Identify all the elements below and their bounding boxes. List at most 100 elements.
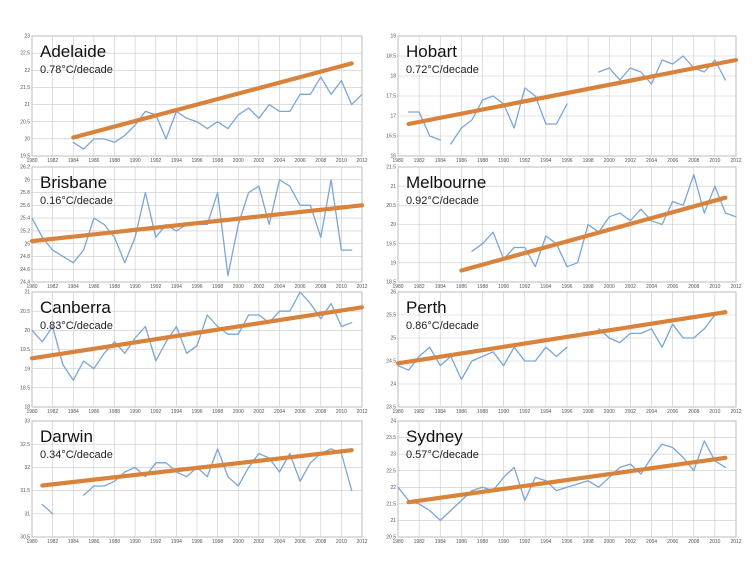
x-tick-label: 2002 — [253, 158, 264, 164]
panel-darwin: 1980 1982 1984 1986 1988 1990 1992 1994 1996 1998… — [20, 419, 368, 545]
y-tick-label: 22 — [24, 68, 30, 74]
y-tick-label: 24.5 — [386, 359, 396, 365]
y-tick-label: 25 — [24, 241, 30, 247]
x-tick-label: 1998 — [583, 284, 594, 290]
y-tick-label: 22 — [390, 485, 396, 491]
trend-line — [406, 57, 739, 127]
trend-rate-canberra: 0.83°C/decade — [40, 320, 113, 332]
x-tick-label: 1994 — [540, 284, 551, 290]
x-tick-label: 1986 — [456, 284, 467, 290]
x-tick-label: 2000 — [233, 409, 244, 415]
y-tick-label: 19 — [24, 366, 30, 372]
chart-title-melbourne: Melbourne — [406, 173, 486, 192]
x-tick-label: 2000 — [604, 284, 615, 290]
series-line — [598, 55, 727, 85]
x-tick-label: 1992 — [150, 284, 161, 290]
y-tick-label: 32 — [24, 465, 30, 471]
x-tick-label: 1996 — [561, 409, 572, 415]
trend-rate-adelaide: 0.78°C/decade — [40, 64, 113, 76]
panel-perth: 1980 1982 1984 1986 1988 1990 1992 1994 1996 1998… — [386, 290, 742, 415]
x-tick-label: 1984 — [68, 409, 79, 415]
x-tick-label: 1992 — [519, 539, 530, 545]
x-tick-label: 1992 — [519, 158, 530, 164]
y-tick-label: 20.5 — [20, 119, 30, 125]
y-tick-label: 21.5 — [20, 85, 30, 91]
x-tick-label: 1986 — [456, 158, 467, 164]
y-tick-label: 30.5 — [20, 535, 30, 541]
x-tick-label: 1982 — [414, 284, 425, 290]
y-tick-label: 26.2 — [20, 165, 30, 171]
series-line — [471, 174, 737, 268]
y-tick-label: 20 — [24, 136, 30, 142]
x-tick-label: 1988 — [109, 409, 120, 415]
x-tick-label: 2010 — [709, 284, 720, 290]
x-tick-label: 1988 — [477, 539, 488, 545]
y-tick-label: 25 — [390, 336, 396, 342]
x-tick-label: 1982 — [47, 158, 58, 164]
panel-hobart: 1980 1982 1984 1986 1988 1990 1992 1994 1996 1998… — [386, 34, 742, 164]
x-tick-label: 1994 — [171, 539, 182, 545]
x-tick-label: 1994 — [540, 158, 551, 164]
y-tick-label: 19.5 — [20, 347, 30, 353]
x-tick-label: 1998 — [212, 409, 223, 415]
y-tick-label: 25.5 — [386, 313, 396, 319]
x-tick-label: 1994 — [171, 409, 182, 415]
x-tick-label: 2010 — [336, 284, 347, 290]
y-tick-label: 26 — [390, 290, 396, 296]
x-tick-label: 1998 — [212, 539, 223, 545]
x-tick-label: 1984 — [435, 409, 446, 415]
y-tick-label: 24.8 — [20, 254, 30, 260]
x-tick-label: 2000 — [604, 158, 615, 164]
trend-line — [395, 310, 728, 366]
x-tick-label: 2008 — [688, 409, 699, 415]
chart-title-darwin: Darwin — [40, 427, 93, 446]
x-tick-label: 1980 — [392, 158, 403, 164]
x-tick-label: 1996 — [191, 158, 202, 164]
y-tick-label: 21 — [390, 184, 396, 190]
x-tick-label: 2002 — [253, 409, 264, 415]
x-tick-label: 1998 — [212, 158, 223, 164]
x-tick-label: 1982 — [47, 539, 58, 545]
series-line — [82, 448, 353, 496]
x-tick-label: 1998 — [212, 284, 223, 290]
x-tick-label: 1992 — [519, 409, 530, 415]
trend-line — [406, 455, 728, 505]
x-tick-label: 2004 — [274, 409, 285, 415]
x-tick-label: 1986 — [456, 409, 467, 415]
y-tick-label: 25.8 — [20, 190, 30, 196]
x-tick-label: 1982 — [414, 158, 425, 164]
x-tick-label: 2010 — [336, 158, 347, 164]
x-tick-label: 2002 — [253, 539, 264, 545]
y-tick-label: 33 — [24, 419, 30, 425]
y-tick-label: 20.5 — [386, 203, 396, 209]
x-tick-label: 1980 — [392, 539, 403, 545]
chart-title-adelaide: Adelaide — [40, 42, 106, 61]
x-tick-label: 1990 — [130, 158, 141, 164]
x-tick-label: 2012 — [730, 409, 741, 415]
y-tick-label: 21.5 — [386, 501, 396, 507]
panel-canberra: 1980 1982 1984 1986 1988 1990 1992 1994 1996 1998… — [20, 290, 368, 415]
x-tick-label: 1980 — [26, 539, 37, 545]
x-tick-label: 1994 — [171, 158, 182, 164]
y-tick-label: 16 — [390, 154, 396, 160]
x-tick-label: 2002 — [625, 539, 636, 545]
x-tick-label: 1986 — [88, 409, 99, 415]
series-line — [41, 503, 54, 515]
y-tick-label: 23 — [390, 452, 396, 458]
series-line — [450, 87, 568, 145]
x-tick-label: 2012 — [356, 409, 367, 415]
x-tick-label: 1990 — [130, 284, 141, 290]
x-tick-label: 1984 — [68, 158, 79, 164]
y-tick-label: 32.5 — [20, 442, 30, 448]
y-tick-label: 19.5 — [386, 241, 396, 247]
x-tick-label: 1996 — [191, 284, 202, 290]
x-tick-label: 2010 — [336, 409, 347, 415]
x-tick-label: 2010 — [336, 539, 347, 545]
chart-title-perth: Perth — [406, 298, 447, 317]
y-tick-label: 16.5 — [386, 134, 396, 140]
x-tick-label: 1980 — [26, 409, 37, 415]
x-tick-label: 1988 — [477, 409, 488, 415]
x-tick-label: 2000 — [604, 539, 615, 545]
trend-line — [40, 448, 354, 488]
